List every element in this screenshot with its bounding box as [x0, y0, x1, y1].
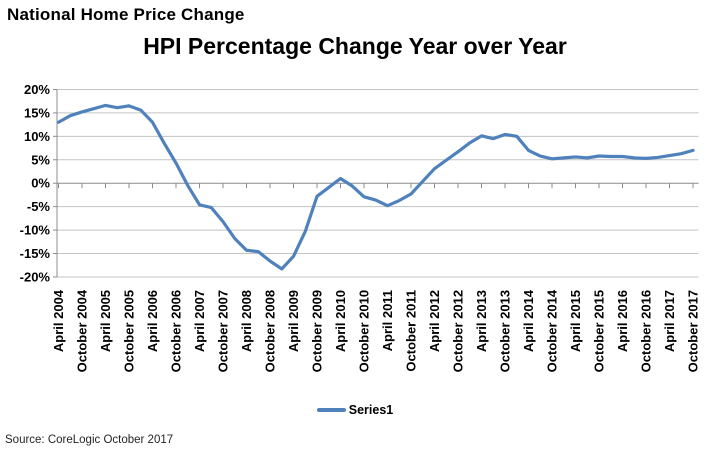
series1-legend-label: Series1 — [348, 403, 394, 417]
x-axis-label: October 2017 — [686, 290, 701, 372]
x-axis-label: October 2010 — [357, 290, 372, 372]
x-axis-label: April 2005 — [98, 290, 113, 352]
chart-title: HPI Percentage Change Year over Year — [143, 33, 567, 59]
series1-line-marker — [316, 408, 346, 412]
chart-legend: Series1 — [0, 403, 710, 417]
x-axis-label: April 2007 — [192, 290, 207, 352]
x-axis-label: April 2004 — [51, 289, 66, 352]
x-axis-label: October 2007 — [216, 290, 231, 372]
y-axis-label: -10% — [20, 223, 51, 238]
x-axis-label: April 2012 — [427, 290, 442, 352]
x-axis-label: April 2010 — [333, 290, 348, 352]
x-axis-label: October 2008 — [263, 290, 278, 372]
y-axis-label: 5% — [31, 152, 50, 167]
x-axis-label: April 2014 — [521, 289, 536, 352]
x-axis-label: April 2015 — [568, 290, 583, 352]
x-axis-label: April 2013 — [474, 290, 489, 352]
y-axis-label: 20% — [24, 82, 50, 97]
x-axis-label: October 2009 — [310, 290, 325, 372]
x-axis-label: April 2011 — [380, 290, 395, 351]
x-axis-label: October 2006 — [169, 290, 184, 372]
x-axis-label: October 2015 — [592, 290, 607, 372]
y-axis-label: -5% — [27, 199, 51, 214]
x-axis-label: October 2004 — [75, 289, 90, 372]
y-axis-label: 15% — [24, 105, 50, 120]
x-axis-label: April 2016 — [615, 290, 630, 352]
hpi-line-chart: 20% 15% 10% 5% 0% -5% -10% -15% -20%April 2004 Oc… — [20, 82, 701, 372]
y-axis-label: 0% — [31, 176, 50, 191]
source-attribution: Source: CoreLogic October 2017 — [5, 434, 174, 446]
x-axis-label: October 2005 — [122, 290, 137, 372]
page-title: National Home Price Change — [7, 5, 245, 24]
x-axis-label: April 2009 — [286, 290, 301, 352]
x-axis-label: October 2013 — [498, 290, 513, 372]
x-axis-label: October 2012 — [451, 290, 466, 372]
y-axis-label: -15% — [20, 246, 51, 261]
x-axis-label: October 2014 — [545, 289, 560, 372]
x-axis-label: October 2011 — [404, 290, 419, 372]
x-axis-label: April 2017 — [662, 290, 677, 352]
x-axis-label: April 2006 — [145, 290, 160, 352]
y-axis-label: -20% — [20, 269, 51, 284]
x-axis-label: April 2008 — [239, 290, 254, 352]
series1-line — [56, 103, 695, 271]
x-axis-label: October 2016 — [639, 290, 654, 372]
y-axis-label: 10% — [24, 129, 50, 144]
